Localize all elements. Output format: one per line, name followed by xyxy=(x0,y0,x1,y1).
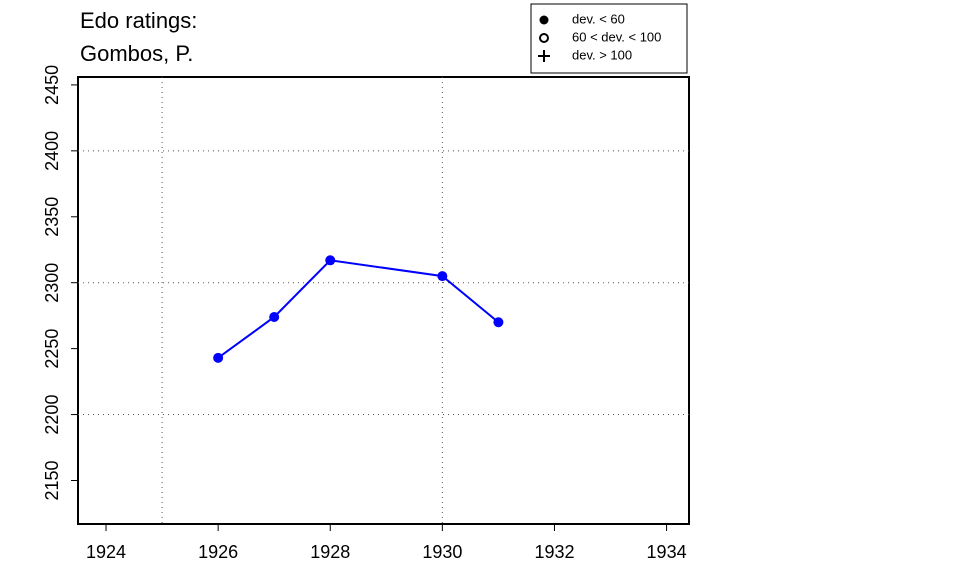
y-tick-label: 2350 xyxy=(42,197,62,237)
legend-marker xyxy=(539,33,549,43)
chart-title: Gombos, P. xyxy=(80,41,193,66)
x-tick-label: 1928 xyxy=(310,542,350,562)
y-tick-label: 2250 xyxy=(42,329,62,369)
chart-title: Edo ratings: xyxy=(80,8,197,33)
legend-box xyxy=(530,3,688,74)
x-tick-label: 1930 xyxy=(422,542,462,562)
data-point xyxy=(213,352,224,363)
x-tick-label: 1924 xyxy=(86,542,126,562)
x-tick-label: 1926 xyxy=(198,542,238,562)
legend-marker xyxy=(538,50,550,62)
data-point xyxy=(325,255,336,266)
data-point xyxy=(437,271,448,282)
y-tick-label: 2150 xyxy=(42,460,62,500)
plot-frame xyxy=(77,76,690,525)
legend-label: dev. < 60 xyxy=(572,11,625,26)
legend-marker xyxy=(539,15,549,25)
y-tick-label: 2200 xyxy=(42,395,62,435)
x-tick-label: 1934 xyxy=(647,542,687,562)
y-tick-label: 2450 xyxy=(42,65,62,105)
y-tick-label: 2300 xyxy=(42,263,62,303)
data-point xyxy=(493,317,504,328)
legend-label: dev. > 100 xyxy=(572,47,632,62)
x-tick-label: 1932 xyxy=(534,542,574,562)
y-tick-label: 2400 xyxy=(42,131,62,171)
data-point xyxy=(269,311,280,322)
legend-label: 60 < dev. < 100 xyxy=(572,29,661,44)
series-line xyxy=(217,259,500,359)
